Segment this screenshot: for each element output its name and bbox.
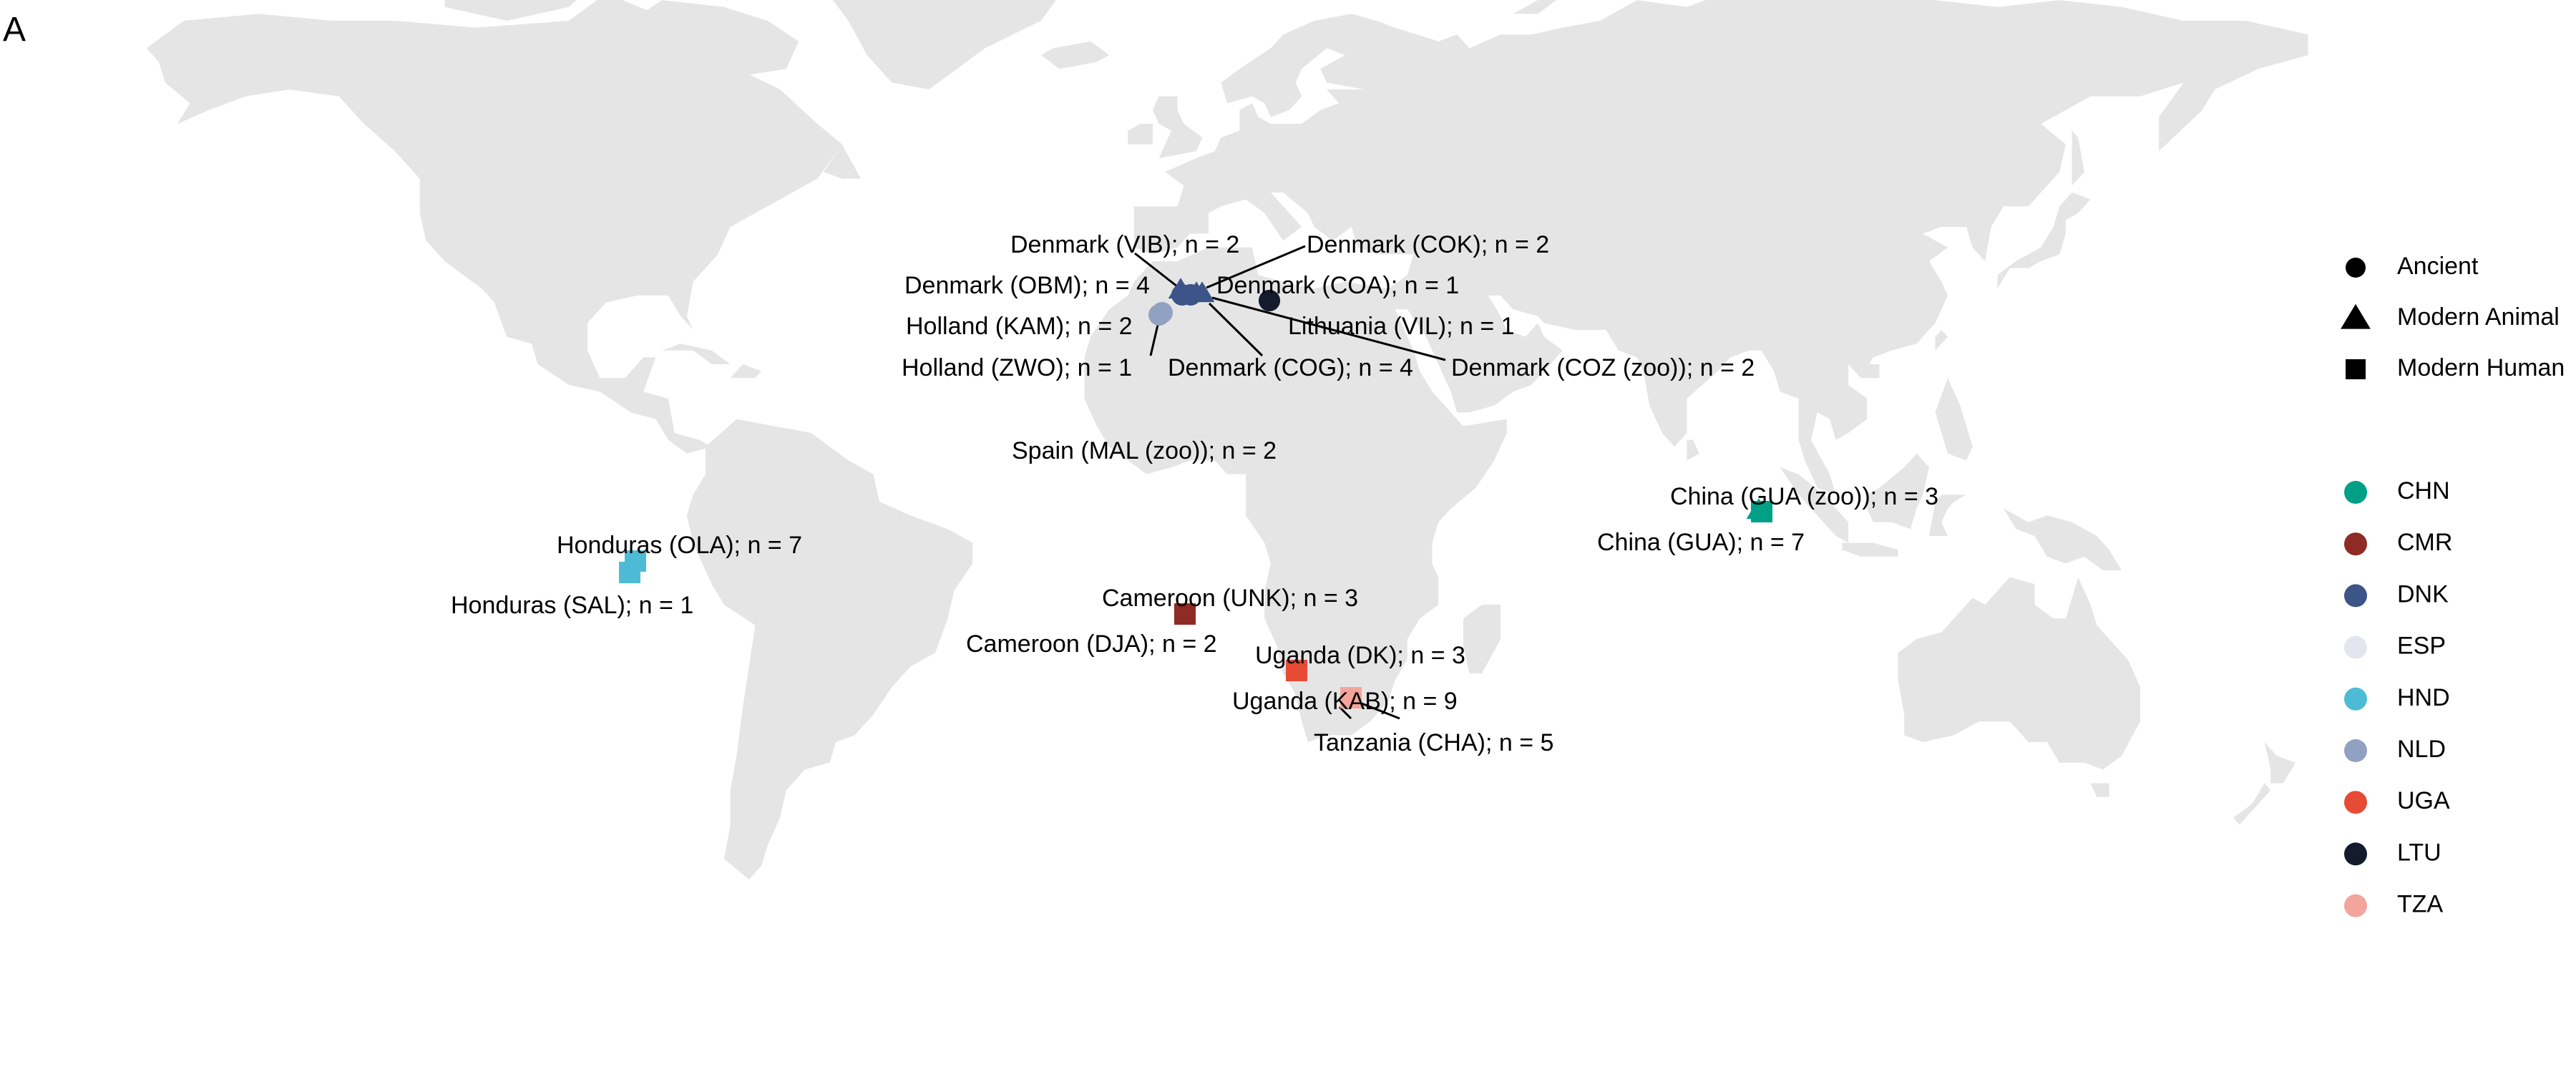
site-label: Cameroon (DJA); n = 2 [966,630,1217,658]
label-leader-lines [1134,245,1446,720]
site-label: Denmark (COG); n = 4 [1168,354,1413,381]
legend-country-label: NLD [2397,736,2446,763]
site-marker [1174,603,1196,625]
legend-shape-label: Modern Human [2397,354,2565,381]
site-label: Denmark (COA); n = 1 [1216,272,1459,299]
land-hispaniola [730,364,762,379]
legend-country-label: TZA [2397,891,2444,918]
land-sulawesi [1928,494,1966,536]
land-madagascar [1463,605,1501,673]
legend-country-label: CHN [2397,477,2450,505]
land-new-zealand-n [2264,742,2296,784]
land-iceland [1040,41,1110,69]
site-markers [619,278,1772,708]
site-label: Cameroon (UNK); n = 3 [1102,585,1358,612]
site-label: Denmark (VIB); n = 2 [1010,231,1239,258]
leader-line [1134,252,1181,291]
legend-country-swatch [2344,894,2367,917]
land-africa-eurasia [1084,0,2308,742]
land-japan [1997,193,2091,289]
site-marker [1259,290,1280,311]
legend-country-swatch [2344,687,2367,711]
leader-line [1211,296,1446,361]
legend-country-label: HND [2397,684,2450,711]
legend-country-label: LTU [2397,839,2441,866]
leader-line [1338,706,1352,720]
land-newfoundland [823,144,861,179]
land-north-america [146,0,842,454]
site-label: Denmark (OBM); n = 4 [904,272,1150,299]
land-south-america [686,419,973,879]
site-label: Holland (ZWO); n = 1 [902,354,1132,381]
site-label: Holland (KAM); n = 2 [906,313,1133,340]
site-label: Honduras (OLA); n = 7 [557,532,802,559]
legend-country-label: UGA [2397,787,2450,814]
land-borneo [1867,453,1929,530]
legend-country-swatch [2344,584,2367,608]
land-hainan [1860,364,1880,379]
square-icon [2346,359,2366,379]
land-tasmania [2090,783,2109,797]
site-label: China (GUA (zoo)); n = 3 [1670,483,1938,510]
site-label: Uganda (DK); n = 3 [1255,642,1465,669]
land-baffin [630,0,799,76]
legend-country-swatch [2344,842,2367,866]
land-masses [146,0,2308,879]
land-australia [1898,577,2140,770]
legend-country-swatch [2344,481,2367,504]
site-label: Denmark (COK); n = 2 [1307,231,1549,258]
land-philippines [1935,378,1973,461]
land-sumatra [1780,467,1849,543]
land-sakhalin [2072,130,2084,186]
site-marker [1340,687,1362,708]
site-marker [1751,501,1772,522]
site-marker [1148,304,1170,326]
land-greenland [832,0,1056,89]
land-novaya-zemlya [1513,0,1557,14]
land-sri-lanka [1687,439,1699,461]
legend-shape-label: Ancient [2397,253,2479,280]
leader-line [1206,245,1306,289]
legend-country-label: CMR [2397,529,2452,556]
legend-country-swatch [2344,532,2367,556]
land-ireland [1128,124,1153,145]
land-taiwan [1935,330,1948,351]
circle-icon [2346,258,2366,278]
site-labels: Denmark (VIB); n = 2 Denmark (COK); n = 2… [451,231,1938,756]
site-label: Honduras (SAL); n = 1 [451,592,693,619]
land-britain [1152,96,1203,158]
site-marker [619,562,640,583]
site-label: Spain (MAL (zoo)); n = 2 [1012,437,1277,464]
leader-line [1149,324,1159,356]
site-marker [1189,281,1215,303]
site-marker [1286,660,1307,681]
site-label: Tanzania (CHA); n = 5 [1314,729,1553,756]
legend: Ancient Modern Animal Modern Human CHN CMR DN… [2341,253,2565,918]
legend-country-swatch [2344,635,2367,659]
land-cuba [662,343,731,364]
triangle-icon [2341,303,2371,329]
legend-country-swatch [2344,739,2367,762]
site-label: China (GUA); n = 7 [1597,529,1805,556]
legend-country-swatch [2344,791,2367,814]
site-label: Uganda (KAB); n = 9 [1232,688,1458,715]
legend-shape-label: Modern Animal [2397,303,2560,331]
site-label: Denmark (COZ (zoo)); n = 2 [1451,354,1755,381]
legend-country-label: ESP [2397,633,2446,660]
land-arctic-islands [444,0,577,21]
legend-country-label: DNK [2397,580,2449,608]
land-java [1842,542,1898,557]
land-new-guinea [2004,508,2122,570]
site-label: Lithuania (VIL); n = 1 [1288,313,1515,340]
panel-label: A [3,11,26,49]
land-new-zealand-s [2233,783,2271,825]
leader-line [1208,302,1264,357]
